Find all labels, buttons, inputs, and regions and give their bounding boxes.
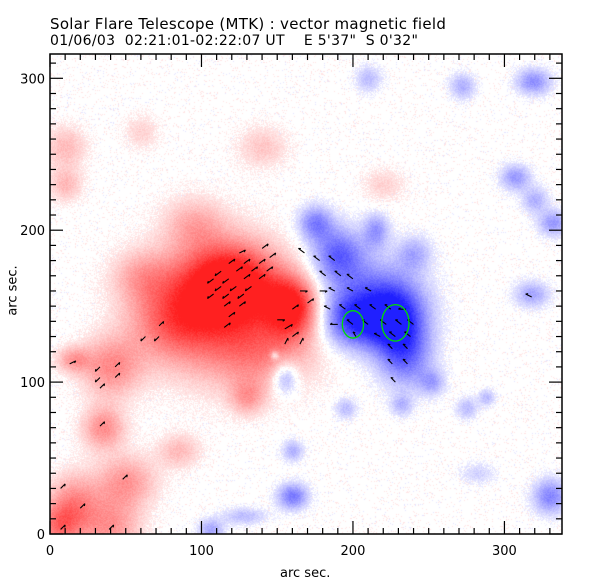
field-vector: [373, 332, 381, 338]
vector-overlay: [60, 243, 532, 530]
chart-subtitle: 01/06/03 02:21:01-02:22:07 UT E 5'37" S …: [50, 33, 419, 49]
field-vector: [387, 343, 393, 350]
field-vector: [328, 287, 336, 292]
field-vector: [158, 320, 165, 327]
field-vector: [328, 255, 336, 262]
field-vector: [346, 319, 354, 325]
field-vector: [94, 366, 101, 372]
field-vector: [140, 336, 146, 342]
field-vector: [299, 337, 304, 345]
plot-frame: [49, 53, 563, 535]
field-vector: [299, 290, 308, 293]
field-vector: [60, 483, 66, 489]
field-vector: [277, 319, 286, 322]
field-vector: [237, 293, 245, 299]
field-vector: [258, 258, 266, 265]
umbra-contour: [381, 303, 410, 342]
field-vector: [269, 252, 277, 258]
field-vector: [261, 243, 269, 249]
field-vector: [266, 266, 274, 272]
y-tick-label: 100: [20, 376, 45, 391]
field-vector: [239, 301, 246, 307]
x-tick-label: 100: [189, 544, 214, 559]
field-vector: [60, 524, 66, 530]
axis-ticks: [49, 54, 562, 535]
field-vector: [387, 358, 393, 365]
y-axis-label: arc sec.: [5, 265, 21, 316]
field-vector: [207, 278, 214, 284]
field-vector: [525, 293, 532, 298]
field-vector: [243, 258, 251, 265]
field-vector: [388, 331, 396, 337]
y-tick-label: 200: [20, 224, 45, 239]
field-vector: [369, 304, 377, 310]
field-vector: [228, 258, 236, 265]
umbra-contour: [341, 310, 365, 339]
field-vector: [352, 331, 357, 337]
field-vector: [222, 278, 230, 284]
field-vector: [354, 304, 361, 310]
field-vector: [214, 285, 222, 292]
x-tick-label: 300: [492, 544, 517, 559]
chart-title: Solar Flare Telescope (MTK) : vector mag…: [50, 15, 447, 33]
field-vector: [222, 293, 230, 299]
field-vector: [284, 337, 289, 345]
field-vector: [319, 290, 328, 293]
field-vector: [346, 287, 354, 292]
field-vector: [313, 255, 320, 262]
field-vector: [334, 270, 342, 277]
x-tick-label: 200: [341, 544, 366, 559]
field-vector: [235, 266, 243, 272]
field-vector: [223, 322, 231, 328]
field-vector: [114, 361, 121, 368]
field-vector: [307, 298, 315, 304]
x-tick-label: 0: [46, 544, 54, 559]
field-vector: [69, 360, 77, 365]
field-vector: [223, 301, 231, 307]
field-vector: [153, 336, 160, 342]
field-vector: [99, 421, 106, 427]
field-vector: [244, 285, 252, 292]
y-tick-label: 0: [37, 528, 45, 543]
field-vector: [94, 377, 101, 383]
y-tick-label: 300: [20, 72, 45, 87]
field-vector: [292, 331, 299, 337]
field-vector: [298, 247, 305, 254]
field-vector: [122, 474, 128, 480]
field-vector: [228, 311, 236, 318]
field-vector: [390, 377, 396, 383]
field-vector: [329, 322, 338, 325]
field-vector: [108, 524, 115, 530]
field-vector: [338, 304, 346, 310]
field-vector: [243, 273, 251, 280]
field-vector: [229, 285, 237, 292]
field-vector: [402, 358, 408, 365]
field-vector: [284, 323, 293, 330]
field-vector: [251, 266, 259, 272]
field-vector: [258, 273, 266, 280]
x-axis-label: arc sec.: [280, 566, 331, 581]
field-vector: [79, 503, 86, 509]
field-vector: [114, 372, 121, 378]
field-vector: [364, 287, 372, 292]
field-vector: [207, 293, 214, 299]
field-vector: [292, 304, 299, 310]
field-vector: [395, 319, 402, 325]
field-vector: [319, 270, 327, 277]
field-vector: [214, 270, 222, 277]
field-vector: [402, 343, 408, 350]
field-vector: [99, 383, 106, 389]
magnetogram-image: [50, 54, 562, 534]
field-vector: [239, 249, 246, 254]
field-vector: [323, 305, 331, 310]
field-vector: [346, 273, 354, 280]
tick-labels: 0 100 200 300 0 100 200 300: [20, 72, 517, 559]
